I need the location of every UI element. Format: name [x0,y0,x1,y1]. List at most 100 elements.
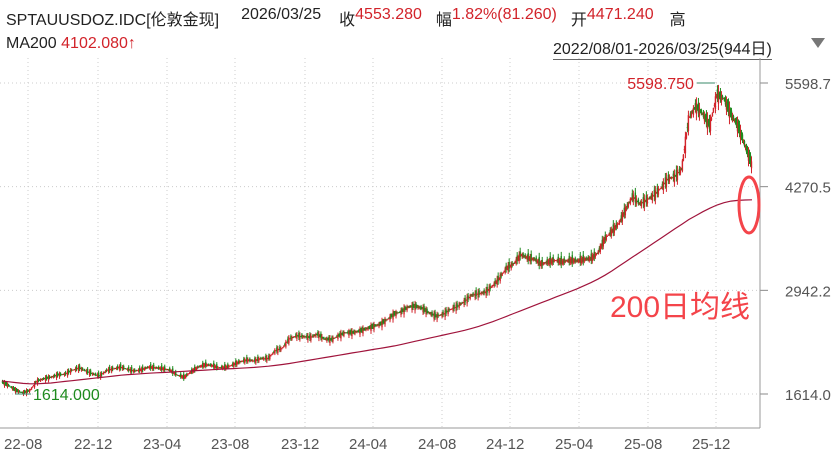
candle-body [180,373,182,378]
candle-body [67,370,70,373]
candle-body [161,365,163,370]
candle-body [285,341,287,347]
price-series [1,84,753,397]
candle-body [394,312,396,315]
candle-body [469,295,471,299]
candle-body [451,308,453,310]
candle-body [291,336,293,340]
candle-body [341,333,343,335]
candle-body [739,130,742,139]
candle-body [275,350,277,352]
candle-body [425,309,427,315]
candle-body [19,391,22,393]
candle-body [414,304,416,311]
candle-body [720,94,723,102]
candle-body [549,256,551,264]
candle-body [660,186,663,189]
candle-body [516,255,518,261]
candle-body [245,359,247,362]
candle-body [355,331,357,333]
candle-body [272,352,274,355]
candle-body [460,303,462,305]
candle-body [338,334,340,336]
candle-body [550,259,552,264]
candle-body [495,280,497,284]
candle-body [329,337,331,343]
x-tick-label: 25-12 [692,436,730,453]
candle-body [383,320,385,323]
candle-body [676,170,679,181]
candle-body [600,244,602,249]
candle-body [482,291,484,295]
candle-body [648,197,651,199]
candle-body [39,379,42,382]
candle-body [630,197,633,201]
candle-body [230,365,232,367]
candle-body [616,223,619,228]
candle-body [365,328,367,331]
candle-body [374,324,376,327]
candle-body [186,373,188,376]
candle-body [57,374,60,376]
candle-body [428,312,430,314]
candle-body [498,277,500,280]
candle-body [282,346,284,349]
chevron-down-icon[interactable] [811,38,825,48]
candle-body [557,256,559,263]
candle-body [221,365,223,369]
candle-body [18,390,21,393]
candle-body [70,369,73,371]
candle-body [422,307,424,313]
candle-body [68,371,71,373]
candle-body [561,260,563,264]
candle-body [42,378,45,380]
candle-body [687,115,690,131]
candle-body [105,369,108,371]
candle-body [340,332,342,339]
candle-body [1,380,4,383]
candle-body [364,328,366,330]
candle-body [175,371,177,376]
price-chart[interactable]: 5598.7 4270.5 2942.2 1614.0 22-08 22-12 23-04… [0,58,835,455]
date-range-selector[interactable]: 2022/08/01-2026/03/25(944日) [553,35,772,60]
symbol-name[interactable]: SPTAUUSDOZ.IDC[伦敦金现] [6,12,220,29]
candle-body [520,254,522,256]
candle-body [201,365,203,367]
candle-body [699,109,702,113]
candle-body [483,290,485,294]
candle-body [328,337,330,341]
candle-body [617,223,620,225]
candle-body [75,366,78,370]
candle-body [622,212,625,217]
candle-body [81,368,84,371]
candle-body [628,202,631,204]
candle-body [254,358,256,362]
candle-body [116,365,119,369]
close-value: 4553.280 [355,6,422,23]
candle-body [410,305,412,307]
candle-body [176,374,178,376]
candle-body [473,294,475,296]
candle-body [675,169,678,178]
candle-body [126,368,129,371]
candle-body [142,368,145,370]
candle-body [184,375,186,379]
candle-body [36,379,39,384]
candle-body [413,305,415,307]
candle-body [289,338,291,340]
candle-body [247,359,249,363]
candle-body [618,220,621,225]
candle-body [535,257,537,262]
candle-body [128,369,131,371]
candle-body [445,309,447,314]
candle-body [141,366,144,371]
candle-body [65,373,68,375]
candle-body [32,385,35,387]
candle-body [71,369,74,371]
candle-body [280,347,282,351]
candle-body [608,233,611,236]
candle-body [265,355,267,360]
candle-body [307,335,309,341]
candle-body [620,215,623,220]
candle-body [680,168,683,170]
